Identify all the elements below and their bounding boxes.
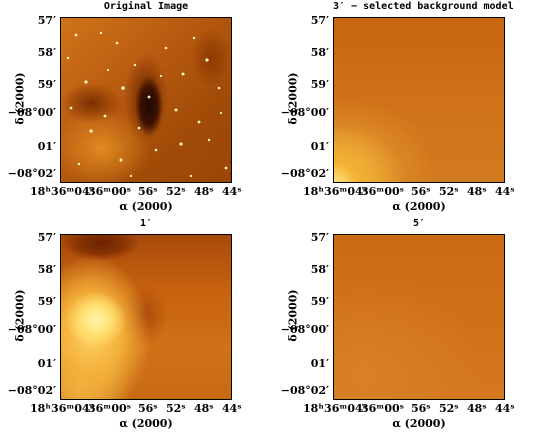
- panel-title: 5′: [412, 218, 426, 229]
- x-tick: 48ˢ: [194, 185, 214, 198]
- x-tick: 36ᵐ00ˢ: [361, 185, 404, 198]
- x-axis-label: α (2000): [392, 417, 446, 430]
- y-tick: 57′: [310, 231, 329, 244]
- y-tick: 58′: [37, 263, 56, 276]
- y-tick: −08°00′: [7, 323, 56, 336]
- x-axis-ticks: 18ʰ36ᵐ04ˢ 36ᵐ00ˢ 56ˢ 52ˢ 48ˢ 44ˢ: [0, 402, 273, 416]
- x-tick: 52ˢ: [439, 185, 459, 198]
- original-image: [60, 17, 232, 183]
- x-tick: 56ˢ: [138, 185, 158, 198]
- x-tick: 36ᵐ00ˢ: [88, 185, 131, 198]
- y-tick: −08°00′: [280, 323, 329, 336]
- y-tick: −08°00′: [280, 106, 329, 119]
- y-tick: 59′: [310, 78, 329, 91]
- y-tick: 59′: [310, 295, 329, 308]
- background-model-5arcmin: [333, 234, 505, 400]
- y-tick: 01′: [37, 357, 56, 370]
- y-tick: −08°02′: [7, 384, 56, 397]
- x-tick: 48ˢ: [194, 402, 214, 415]
- x-tick: 48ˢ: [467, 185, 487, 198]
- panel-background-5arcmin: 5′ 57′ 58′ 59′ −08°00′ 01′ −08°02′ δ (20…: [273, 217, 546, 434]
- y-tick: 01′: [310, 357, 329, 370]
- x-tick: 52ˢ: [439, 402, 459, 415]
- y-tick: 58′: [37, 46, 56, 59]
- panel-original: Original Image 57′ 58′ 59′ −08°00′ 01′ −…: [0, 0, 273, 217]
- x-tick: 44ˢ: [495, 402, 515, 415]
- panel-title: 3′ − selected background model: [333, 1, 514, 12]
- x-axis-ticks: 18ʰ36ᵐ04ˢ 36ᵐ00ˢ 56ˢ 52ˢ 48ˢ 44ˢ: [273, 402, 546, 416]
- y-tick: −08°00′: [7, 106, 56, 119]
- y-axis-label: δ (2000): [286, 72, 300, 125]
- y-tick: 58′: [310, 263, 329, 276]
- y-tick: 59′: [37, 295, 56, 308]
- y-axis-label: δ (2000): [13, 72, 27, 125]
- x-tick: 52ˢ: [166, 185, 186, 198]
- x-axis-label: α (2000): [392, 200, 446, 213]
- x-tick: 18ʰ36ᵐ04ˢ: [303, 185, 368, 198]
- x-tick: 52ˢ: [166, 402, 186, 415]
- x-tick: 36ᵐ00ˢ: [361, 402, 404, 415]
- x-tick: 44ˢ: [222, 402, 242, 415]
- x-axis-label: α (2000): [119, 200, 173, 213]
- panel-background-3arcmin: 3′ − selected background model 57′ 58′ 5…: [273, 0, 546, 217]
- y-tick: −08°02′: [280, 384, 329, 397]
- y-axis-label: δ (2000): [13, 289, 27, 342]
- y-tick: 57′: [37, 14, 56, 27]
- x-tick: 36ᵐ00ˢ: [88, 402, 131, 415]
- panel-background-1arcmin: 1′ 57′ 58′ 59′ −08°00′ 01′ −08°02′ δ (20…: [0, 217, 273, 434]
- y-axis-label: δ (2000): [286, 289, 300, 342]
- x-tick: 44ˢ: [495, 185, 515, 198]
- x-axis-label: α (2000): [119, 417, 173, 430]
- y-tick: 57′: [37, 231, 56, 244]
- x-tick: 18ʰ36ᵐ04ˢ: [30, 185, 95, 198]
- background-model-1arcmin: [60, 234, 232, 400]
- x-tick: 48ˢ: [467, 402, 487, 415]
- x-tick: 56ˢ: [411, 402, 431, 415]
- y-tick: −08°02′: [7, 167, 56, 180]
- background-model-3arcmin: [333, 17, 505, 183]
- y-tick: 57′: [310, 14, 329, 27]
- y-tick: 01′: [37, 140, 56, 153]
- panel-title: Original Image: [103, 1, 189, 12]
- x-tick: 56ˢ: [411, 185, 431, 198]
- y-tick: 59′: [37, 78, 56, 91]
- x-tick: 44ˢ: [222, 185, 242, 198]
- x-axis-ticks: 18ʰ36ᵐ04ˢ 36ᵐ00ˢ 56ˢ 52ˢ 48ˢ 44ˢ: [273, 185, 546, 199]
- panel-title: 1′: [139, 218, 153, 229]
- y-tick: −08°02′: [280, 167, 329, 180]
- x-axis-ticks: 18ʰ36ᵐ04ˢ 36ᵐ00ˢ 56ˢ 52ˢ 48ˢ 44ˢ: [0, 185, 273, 199]
- x-tick: 18ʰ36ᵐ04ˢ: [30, 402, 95, 415]
- x-tick: 18ʰ36ᵐ04ˢ: [303, 402, 368, 415]
- y-tick: 01′: [310, 140, 329, 153]
- x-tick: 56ˢ: [138, 402, 158, 415]
- y-tick: 58′: [310, 46, 329, 59]
